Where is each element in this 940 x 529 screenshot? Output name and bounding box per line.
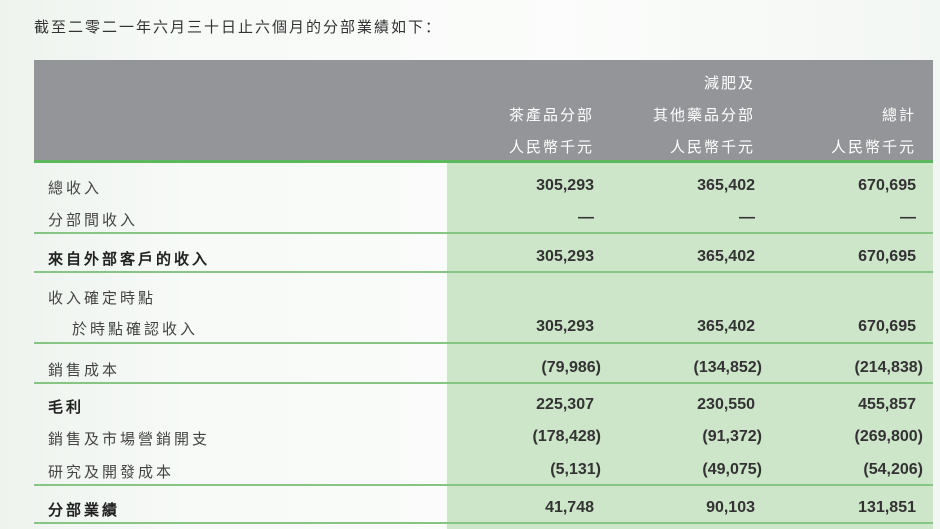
header-col2-unit: 人民幣千元 [669, 138, 755, 156]
table-row: 分部業績 41,748 90,103 131,851 [34, 494, 933, 524]
row-value-col1: 225,307 [536, 396, 594, 413]
row-value-col1: 305,293 [536, 177, 594, 194]
table-row: 收入確定時點 [34, 282, 933, 312]
table-row: 來自外部客戶的收入 305,293 365,402 670,695 [34, 243, 933, 273]
divider [34, 522, 933, 524]
header-col3-name: 總計 [881, 106, 916, 124]
row-value-col2: (91,372) [702, 428, 762, 445]
header-col1-unit: 人民幣千元 [508, 138, 594, 156]
table-row: 分部間收入 — — — [34, 204, 933, 234]
row-label: 總收入 [48, 179, 103, 197]
row-value-col1: 41,748 [545, 499, 594, 516]
intro-text: 截至二零二一年六月三十日止六個月的分部業績如下： [34, 18, 443, 36]
row-value-col3: 670,695 [858, 177, 916, 194]
row-value-col1: (5,131) [550, 461, 601, 478]
row-value-col1: 305,293 [536, 248, 594, 265]
row-label: 銷售成本 [48, 361, 121, 379]
row-value-col3: 670,695 [858, 318, 916, 335]
row-value-col3: (54,206) [863, 461, 923, 478]
header-col1-name: 茶產品分部 [508, 106, 594, 124]
divider [34, 484, 933, 486]
table-row: 總收入 305,293 365,402 670,695 [34, 172, 933, 202]
row-value-col2: 230,550 [697, 396, 755, 413]
row-value-col2: (49,075) [702, 461, 762, 478]
row-value-col2: 365,402 [697, 177, 755, 194]
table-row: 毛利 225,307 230,550 455,857 [34, 391, 933, 421]
row-value-col3: 670,695 [858, 248, 916, 265]
row-label: 分部間收入 [48, 211, 139, 229]
table-row: 研究及開發成本 (5,131) (49,075) (54,206) [34, 456, 933, 486]
row-label: 毛利 [48, 398, 85, 416]
row-value-col3: 131,851 [858, 499, 916, 516]
row-value-col2: 365,402 [697, 248, 755, 265]
row-value-col1: 305,293 [536, 318, 594, 335]
figures-highlight-bg [447, 163, 933, 529]
row-value-col3: — [900, 209, 916, 226]
table-row: 於時點確認收入 305,293 365,402 670,695 [34, 313, 933, 343]
row-value-col2: 365,402 [697, 318, 755, 335]
row-value-col2: (134,852) [693, 359, 763, 376]
row-label: 銷售及市場營銷開支 [48, 430, 211, 448]
header-col2-line1: 減肥及 [703, 74, 755, 92]
row-value-col1: (178,428) [532, 428, 602, 445]
divider [34, 232, 933, 234]
table-header: 減肥及 茶產品分部 其他藥品分部 總計 人民幣千元 人民幣千元 人民幣千元 [34, 60, 933, 160]
divider [34, 271, 933, 273]
row-label: 收入確定時點 [48, 289, 157, 307]
row-value-col3: (269,800) [854, 428, 924, 445]
row-value-col2: 90,103 [706, 499, 755, 516]
divider [34, 382, 933, 384]
header-col2-name: 其他藥品分部 [652, 106, 755, 124]
row-value-col1: (79,986) [541, 359, 601, 376]
row-value-col3: (214,838) [854, 359, 924, 376]
row-label: 分部業績 [48, 501, 121, 519]
row-value-col3: 455,857 [858, 396, 916, 413]
row-label: 於時點確認收入 [72, 320, 199, 338]
row-value-col1: — [578, 209, 594, 226]
row-value-col2: — [739, 209, 755, 226]
divider [34, 342, 933, 344]
table-row: 銷售及市場營銷開支 (178,428) (91,372) (269,800) [34, 423, 933, 453]
row-label: 研究及開發成本 [48, 463, 175, 481]
row-label: 來自外部客戶的收入 [48, 250, 211, 268]
header-col3-unit: 人民幣千元 [830, 138, 916, 156]
header-divider [34, 160, 933, 163]
table-row: 銷售成本 (79,986) (134,852) (214,838) [34, 354, 933, 384]
